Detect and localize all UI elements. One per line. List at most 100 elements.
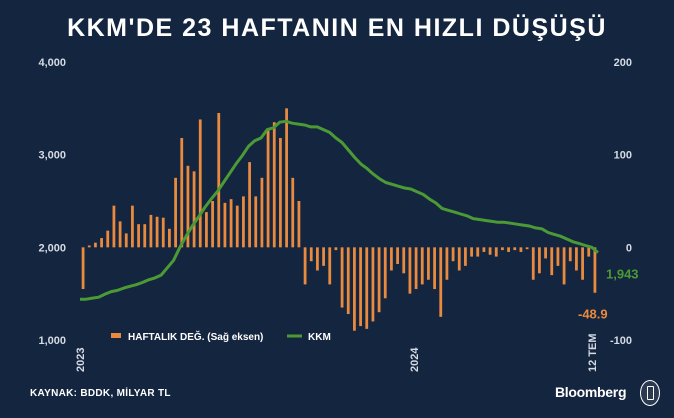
weekly-change-bar — [507, 247, 510, 252]
legend-line-label: KKM — [308, 332, 331, 343]
weekly-change-end-label: -48.9 — [578, 307, 608, 322]
weekly-change-bar — [531, 247, 535, 280]
weekly-change-bar — [309, 247, 313, 262]
weekly-change-bar — [562, 247, 566, 285]
chart-title: KKM'DE 23 HAFTANIN EN HIZLI DÜŞÜŞÜ — [67, 14, 607, 42]
weekly-change-bar — [593, 247, 597, 293]
weekly-change-bar — [248, 162, 251, 248]
weekly-change-bars — [81, 108, 597, 331]
x-axis-tick: 12 TEM — [587, 333, 599, 372]
weekly-change-bar — [556, 247, 560, 266]
right-axis-tick: 200 — [614, 57, 632, 69]
weekly-change-bar — [143, 224, 147, 248]
weekly-change-bar — [396, 247, 399, 265]
seal-icon — [640, 380, 660, 406]
weekly-change-bar — [291, 177, 295, 248]
weekly-change-bar — [192, 171, 196, 248]
weekly-change-bar — [137, 224, 140, 248]
weekly-change-bar — [581, 247, 584, 280]
weekly-change-bar — [377, 247, 381, 313]
weekly-change-bar — [322, 247, 325, 266]
weekly-change-bar — [186, 165, 190, 248]
right-axis-tick: -100 — [610, 335, 632, 347]
weekly-change-bar — [451, 247, 455, 262]
x-axis-tick: 2024 — [409, 347, 421, 372]
weekly-change-bar — [408, 247, 412, 294]
right-axis-tick: 0 — [626, 242, 632, 254]
weekly-change-bar — [254, 196, 258, 248]
weekly-change-bar — [525, 247, 529, 250]
weekly-change-bar — [242, 196, 245, 248]
weekly-change-bar — [340, 247, 344, 308]
weekly-change-bar — [402, 247, 406, 274]
weekly-change-bar — [359, 247, 362, 327]
right-axis-tick: 100 — [614, 150, 632, 162]
weekly-change-bar — [420, 247, 424, 285]
weekly-change-bar — [587, 247, 591, 257]
right-axis: -100 0 100 200 — [610, 57, 632, 347]
weekly-change-bar — [87, 245, 91, 248]
weekly-change-bar — [303, 247, 307, 285]
weekly-change-bar — [414, 247, 418, 290]
weekly-change-bar — [112, 205, 116, 248]
weekly-change-bar — [488, 247, 492, 255]
weekly-change-bar — [100, 238, 103, 248]
weekly-change-bar — [353, 247, 356, 331]
weekly-change-bar — [106, 230, 110, 248]
weekly-change-bar — [118, 221, 122, 248]
weekly-change-bar — [81, 247, 85, 290]
weekly-change-bar — [519, 247, 523, 252]
weekly-change-bar — [513, 247, 517, 251]
weekly-change-bar — [365, 247, 369, 329]
weekly-change-bar — [205, 212, 208, 248]
weekly-change-bar — [260, 177, 264, 248]
weekly-change-bar — [346, 247, 350, 315]
weekly-change-bar — [494, 247, 498, 257]
weekly-change-bar — [266, 128, 270, 248]
weekly-change-bar — [538, 247, 541, 274]
weekly-change-bar — [445, 247, 449, 280]
weekly-change-bar — [383, 247, 387, 299]
left-axis-tick: 1,000 — [38, 335, 66, 347]
weekly-change-bar — [174, 177, 177, 248]
weekly-change-bar — [161, 217, 165, 248]
weekly-change-bar — [285, 108, 288, 248]
weekly-change-bar — [390, 247, 393, 271]
weekly-change-bar — [464, 247, 467, 266]
weekly-change-bar — [94, 242, 97, 248]
source-note: KAYNAK: BDDK, MİLYAR TL — [30, 388, 171, 399]
weekly-change-bar — [457, 247, 461, 271]
weekly-change-bar — [168, 228, 171, 248]
weekly-change-bar — [124, 233, 128, 248]
weekly-change-bar — [544, 247, 547, 259]
weekly-change-bar — [229, 199, 233, 248]
weekly-change-bar — [476, 247, 480, 257]
left-axis-tick: 4,000 — [38, 57, 66, 69]
weekly-change-bar — [223, 202, 227, 248]
weekly-change-bar — [316, 247, 319, 271]
legend-bar-swatch — [111, 333, 121, 338]
weekly-change-bar — [149, 214, 153, 248]
weekly-change-bar — [131, 205, 134, 248]
weekly-change-bar — [550, 247, 554, 276]
left-axis: 1,000 2,000 3,000 4,000 — [38, 57, 66, 347]
weekly-change-bar — [279, 137, 282, 248]
weekly-change-bar — [235, 205, 239, 248]
weekly-change-bar — [427, 247, 430, 280]
kkm-end-label: 1,943 — [606, 267, 639, 282]
legend: HAFTALIK DEĞ. (Sağ eksen) KKM — [111, 330, 331, 343]
x-axis-tick: 2023 — [75, 348, 87, 372]
left-axis-tick: 2,000 — [38, 242, 66, 254]
weekly-change-bar — [297, 201, 301, 248]
weekly-change-bar — [272, 122, 276, 248]
weekly-change-bar — [568, 247, 572, 262]
weekly-change-bar — [439, 247, 443, 317]
left-axis-tick: 3,000 — [38, 150, 66, 162]
weekly-change-bar — [198, 119, 202, 248]
weekly-change-bar — [482, 247, 486, 252]
kkm-line — [80, 119, 599, 301]
bloomberg-logo: Bloomberg — [555, 384, 627, 400]
weekly-change-bar — [334, 247, 338, 251]
weekly-change-bar — [328, 247, 332, 285]
